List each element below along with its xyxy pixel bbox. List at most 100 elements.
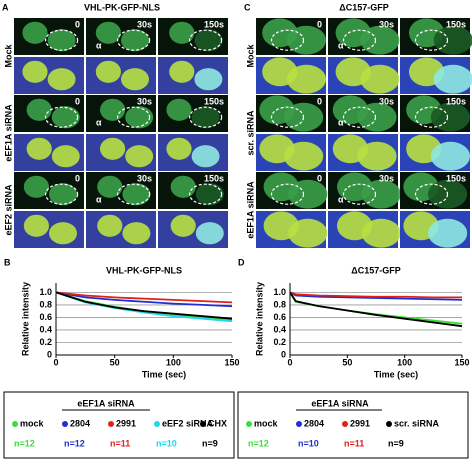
marker: α — [338, 40, 344, 50]
time-label: 30s — [379, 19, 394, 29]
bleach-region — [44, 183, 79, 205]
legend-label: 2804 — [304, 418, 324, 428]
cell — [26, 137, 52, 160]
y-tick-label: 1.0 — [39, 287, 52, 297]
cell — [169, 60, 195, 83]
panel-label: D — [238, 257, 245, 267]
bleach-region — [117, 29, 151, 51]
bleach-region — [189, 106, 223, 128]
bleach-region — [270, 183, 305, 205]
n-label: n=10 — [298, 438, 319, 448]
cell — [360, 64, 400, 94]
x-tick-label: 50 — [342, 357, 352, 367]
cell — [100, 137, 126, 160]
bleach-region — [414, 106, 449, 128]
cell — [361, 179, 401, 209]
cell — [288, 218, 328, 248]
n-label: n=11 — [344, 438, 364, 448]
marker: α — [96, 194, 102, 204]
legend-dot — [62, 421, 68, 427]
line — [55, 291, 233, 308]
legend-label: CHX — [208, 418, 227, 428]
time-label: 0 — [317, 96, 322, 106]
n-label: n=11 — [110, 438, 130, 448]
line — [55, 291, 233, 320]
x-axis-label: Time (sec) — [374, 369, 418, 379]
cell — [430, 102, 470, 132]
time-label: 30s — [137, 173, 152, 183]
bleach-region — [414, 183, 449, 205]
bleach-region — [117, 106, 151, 128]
legend-dot — [12, 421, 18, 427]
cell — [191, 145, 220, 168]
time-label: 150s — [446, 173, 466, 183]
bleach-region — [414, 29, 449, 51]
x-tick-label: 150 — [454, 357, 469, 367]
time-label: 30s — [137, 19, 152, 29]
cell — [430, 141, 470, 171]
cell — [166, 98, 192, 121]
cell — [357, 102, 397, 132]
cell — [51, 106, 80, 129]
marker: α — [338, 194, 344, 204]
legend-label: 2804 — [70, 418, 90, 428]
time-label: 0 — [75, 19, 80, 29]
legend-group-label: eEF1A siRNA — [77, 398, 135, 408]
cell — [357, 141, 397, 171]
x-tick-label: 100 — [397, 357, 412, 367]
time-label: 0 — [317, 19, 322, 29]
legend-dot — [386, 421, 392, 427]
y-tick-label: 0.8 — [39, 299, 52, 309]
bleach-region — [342, 106, 377, 128]
cell — [195, 183, 224, 206]
legend-dot — [296, 421, 302, 427]
cell — [100, 98, 126, 121]
panel-label: B — [4, 257, 11, 267]
time-label: 150s — [446, 19, 466, 29]
legend-group-label: eEF1A siRNA — [311, 398, 369, 408]
panel-title: ΔC157-GFP — [339, 2, 388, 12]
x-tick-label: 150 — [224, 357, 239, 367]
cell — [191, 106, 220, 129]
marker: α — [96, 117, 102, 127]
legend-label: eEF2 siRNA — [162, 418, 214, 428]
y-tick-label: 0.4 — [39, 324, 52, 334]
cell — [49, 183, 77, 206]
cell — [170, 175, 196, 198]
time-label: 30s — [379, 96, 394, 106]
x-tick-label: 50 — [110, 357, 120, 367]
x-tick-label: 0 — [287, 357, 292, 367]
cell — [95, 21, 121, 44]
row-label: eEF1A siRNA — [245, 181, 255, 239]
y-tick-label: 0.2 — [273, 337, 286, 347]
n-label: n=12 — [248, 438, 269, 448]
legend-label: scr. siRNA — [394, 418, 440, 428]
time-label: 30s — [379, 173, 394, 183]
y-tick-label: 1.0 — [273, 287, 286, 297]
time-label: 150s — [204, 173, 224, 183]
legend-label: mock — [254, 418, 279, 428]
bleach-region — [44, 106, 79, 128]
time-label: 150s — [204, 19, 224, 29]
bleach-region — [189, 29, 223, 51]
panel-label: C — [244, 2, 251, 12]
time-label: 0 — [75, 96, 80, 106]
cell — [195, 222, 224, 245]
cell — [97, 214, 123, 237]
cell — [166, 137, 192, 160]
n-label: n=10 — [156, 438, 177, 448]
line — [289, 291, 462, 299]
cell — [51, 145, 80, 168]
row-label: Mock — [245, 44, 255, 68]
bleach-region — [342, 183, 377, 205]
n-label: n=9 — [202, 438, 218, 448]
cell — [284, 141, 324, 171]
legend-label: 2991 — [350, 418, 370, 428]
cell — [122, 222, 151, 245]
y-tick-label: 0.6 — [39, 312, 52, 322]
row-label: scr. siRNA — [245, 110, 255, 156]
bleach-region — [117, 183, 151, 205]
x-tick-label: 100 — [166, 357, 181, 367]
cell — [97, 175, 123, 198]
cell — [47, 68, 76, 91]
